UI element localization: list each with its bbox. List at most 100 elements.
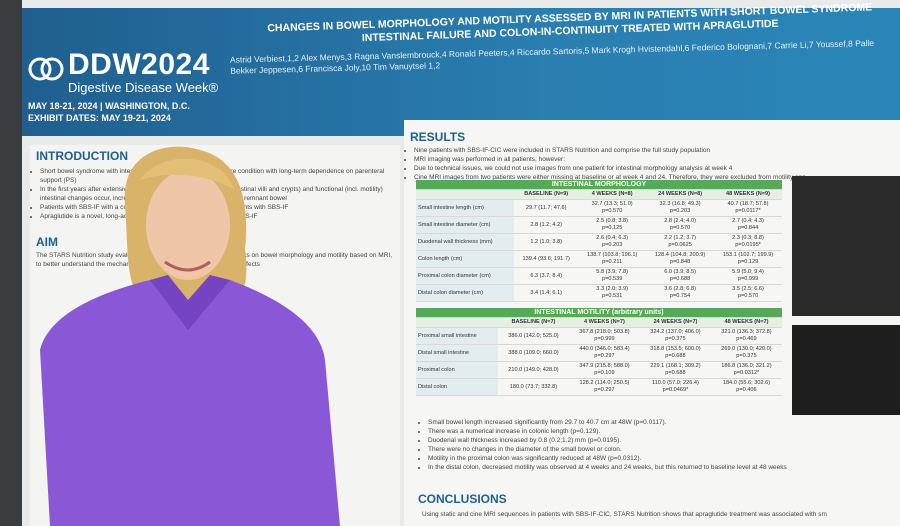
row-label: Small intestine diameter (cm) [416, 216, 515, 234]
mri-image [792, 176, 900, 316]
cell-value: 229.1 (168.1; 309.2) [650, 363, 701, 369]
table-row: BASELINE (N=9) 4 WEEKS (N=8) 24 WEEKS (N=8… [416, 189, 782, 200]
p-value: p=0.375 [665, 336, 686, 342]
cell: 229.1 (168.1; 309.2) p=0.688 [639, 361, 711, 379]
cell: 2.7 (0.4; 4.3) p=0.844 [714, 216, 782, 234]
column-header: 24 WEEKS (N=8) [646, 189, 715, 200]
tables: INTESTINAL MORPHOLOGY BASELINE (N=9) 4 WEE… [416, 180, 782, 396]
cell-value: 6.0 (3.9; 8.5) [664, 269, 696, 275]
row-label: Distal colon [416, 378, 498, 396]
bullet: There were no changes in the diameter of… [428, 445, 898, 454]
cell: 184.0 (55.6; 302.6) p=0.406 [710, 378, 782, 396]
p-value: p=0.539 [601, 276, 623, 282]
cell: 3.5 (2.5; 6.6) p=0.570 [714, 284, 782, 302]
column-header: BASELINE (N=7) [497, 317, 569, 328]
cell-value: 40.7 (18.7; 57.8) [727, 201, 769, 207]
cell: 40.7 (18.7; 57.8) p=0.0117* [714, 199, 782, 217]
cell-value: 32.7 (13.3; 51.0) [591, 201, 633, 207]
cell: 29.7 (11.7; 47.6) [514, 199, 579, 217]
cell: 138.7 (103.8; 196.1) p=0.211 [578, 250, 647, 268]
logo-subtitle: Digestive Disease Week® [68, 80, 219, 95]
p-value: p=0.531 [601, 293, 623, 299]
cell-value: 138.7 (103.8; 196.1) [586, 252, 638, 258]
cell-value: 128.4 (104.8; 200.9) [654, 252, 706, 258]
cell-value: 324.2 (137.0; 406.0) [650, 329, 701, 335]
mri-image [792, 325, 900, 415]
row-label: Small intestine length (cm) [416, 199, 515, 217]
bullet: In the distal colon, decreased motility … [428, 463, 898, 472]
cell-value: 440.0 (346.0; 583.4) [579, 346, 630, 352]
bullet: Due to technical issues, we could not us… [414, 164, 900, 173]
table-row: Colon length (cm) 139.4 (93.6; 191.7) 138.… [416, 250, 782, 268]
column-header: 4 WEEKS (N=7) [568, 317, 640, 328]
p-value: p=0.129 [737, 259, 759, 265]
cell: 5.8 (3.9; 7.8) p=0.539 [578, 267, 647, 285]
heading: RESULTS [410, 130, 466, 144]
p-value: p=0.688 [665, 370, 686, 376]
cell-value: 32.3 (16.8; 49.3) [659, 201, 701, 207]
banner [22, 8, 900, 136]
p-value: p=0.688 [669, 276, 691, 282]
cell: 3.4 (1.4; 6.1) [514, 284, 579, 302]
row-label: Proximal colon [416, 361, 498, 379]
cell: 2.6 (0.4; 6.3) p=0.203 [578, 233, 647, 251]
logo-icon [28, 57, 64, 81]
logo: DDW2024 Digestive Disease Week® MAY 18-2… [28, 48, 238, 123]
cell [416, 189, 515, 200]
p-value: p=0.203 [669, 208, 691, 214]
cell-value: 2.2 (1.2; 3.7) [664, 235, 696, 241]
table-row: Distal colon 180.0 (73.7; 332.8) 128.2 (11… [416, 378, 782, 396]
p-value: p=0.297 [594, 387, 615, 393]
p-value: p=0.375 [736, 353, 757, 359]
p-value: p=0.0117* [735, 208, 761, 214]
column-header: 4 WEEKS (N=8) [578, 189, 647, 200]
table-header: INTESTINAL MORPHOLOGY [416, 180, 782, 190]
cell: 440.0 (346.0; 583.4) p=0.297 [568, 344, 640, 362]
conclusion-text: Using static and cine MRI sequences in p… [422, 511, 827, 518]
table-row: Proximal colon 210.0 (149.0; 428.0) 347.9 … [416, 361, 782, 379]
p-value: p=0.570 [737, 293, 759, 299]
cell-value: 3.3 (2.0; 3.9) [596, 286, 629, 292]
row-label: Proximal colon diameter (cm) [416, 267, 515, 285]
cell-value: 2.6 (0.4; 6.3) [596, 235, 629, 241]
cell: 386.0 (142.0; 525.0) [497, 327, 569, 345]
cell: 321.0 (136.3; 372.8) p=0.469 [710, 327, 782, 345]
cell: 388.0 (109.0; 660.0) [497, 344, 569, 362]
results-column: RESULTS Nine patients with SBS-IF-CIC we… [404, 120, 900, 526]
brand: DDW2024 [68, 48, 210, 81]
p-value: p=0.844 [737, 225, 759, 231]
bullet: Duodenal wall thickness increased by 0.8… [428, 436, 898, 445]
column-header: 48 WEEKS (N=9) [714, 189, 782, 200]
cell-value: 110.0 (57.0; 226.4) [652, 380, 699, 386]
table-row: Proximal colon diameter (cm) 6.3 (3.7; 8.… [416, 267, 782, 285]
table-row: INTESTINAL MORPHOLOGY [416, 180, 782, 190]
p-value: p=0.109 [594, 370, 615, 376]
cell: 3.6 (2.8; 6.8) p=0.754 [646, 284, 715, 302]
cell-value: 318.8 (153.5; 600.0) [650, 346, 701, 352]
row-label: Distal small intestine [416, 344, 498, 362]
cell-value: 5.9 (5.0; 9.4) [732, 269, 764, 275]
cell: 128.2 (114.0; 250.5) p=0.297 [568, 378, 640, 396]
cell: 5.9 (5.0; 9.4) p=0.999 [714, 267, 782, 285]
cell: 367.8 (218.0; 503.8) p=0.999 [568, 327, 640, 345]
p-value: p=0.469 [736, 336, 757, 342]
p-value: p=0.211 [602, 259, 623, 265]
p-value: p=0.570 [601, 208, 623, 214]
bullet: There was a numerical increase in coloni… [428, 427, 898, 436]
p-value: p=0.688 [665, 353, 686, 359]
cell-value: 3.5 (2.5; 6.6) [732, 286, 764, 292]
cell: 153.1 (102.7; 199.9) p=0.129 [714, 250, 782, 268]
cell: 318.8 (153.5; 600.0) p=0.688 [639, 344, 711, 362]
bullet: Nine patients with SBS-IF-CIC were inclu… [414, 146, 900, 155]
cell-value: 2.8 (2.4; 4.0) [664, 218, 696, 224]
cell-value: 367.8 (218.0; 503.8) [579, 329, 630, 335]
table-row: BASELINE (N=7) 4 WEEKS (N=7) 24 WEEKS (N=7… [416, 317, 782, 328]
cell-value: 321.0 (136.3; 372.8) [721, 329, 772, 335]
cell: 110.0 (57.0; 226.4) p=0.0469* [639, 378, 711, 396]
p-value: p=0.570 [669, 225, 691, 231]
bullet: MRI imaging was performed in all patient… [414, 155, 900, 164]
row-label: Proximal small intestine [416, 327, 498, 345]
cell: 128.4 (104.8; 200.9) p=0.848 [646, 250, 715, 268]
